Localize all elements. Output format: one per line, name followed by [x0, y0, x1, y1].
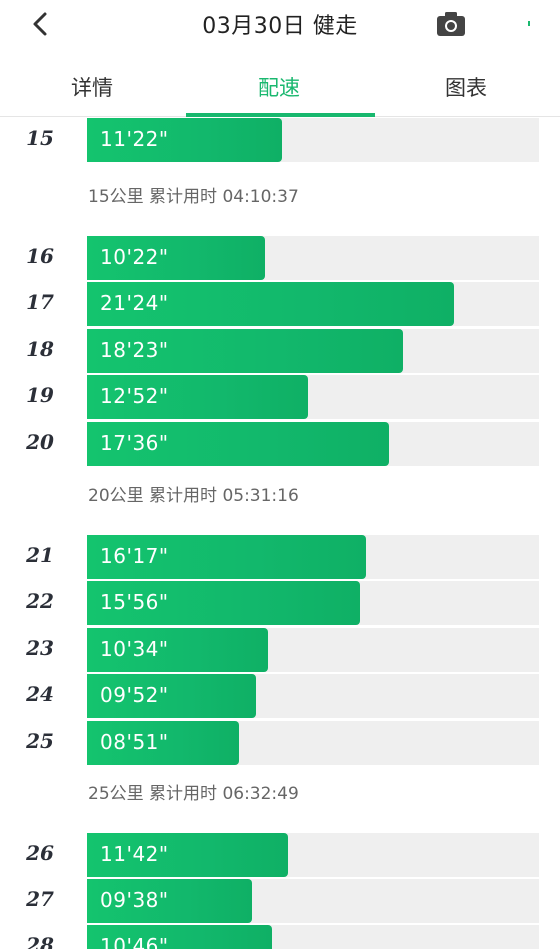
- pace-bar: 17'36": [87, 422, 389, 466]
- pace-bar: 08'51": [87, 721, 239, 765]
- pace-bar: 10'34": [87, 628, 268, 672]
- pace-list[interactable]: 15 11'22" 16 10'22" 17 21'24" 18 18'23" 19 12'52"…: [0, 118, 560, 949]
- km-label: 27: [26, 887, 54, 911]
- status-dot-icon: [528, 21, 530, 26]
- pace-bar: 10'46": [87, 925, 272, 949]
- pace-row: 27 09'38": [0, 879, 560, 923]
- pace-value: 10'46": [100, 934, 169, 949]
- km-label: 24: [26, 682, 54, 706]
- pace-track: 16'17": [87, 535, 539, 579]
- pace-track: 10'34": [87, 628, 539, 672]
- pace-value: 10'22": [100, 245, 169, 269]
- pace-track: 10'46": [87, 925, 539, 949]
- pace-value: 10'34": [100, 637, 169, 661]
- pace-track: 21'24": [87, 282, 539, 326]
- split-summary-25: 25公里 累计用时 06:32:49: [88, 784, 299, 804]
- pace-track: 11'22": [87, 118, 539, 162]
- pace-bar: 15'56": [87, 581, 360, 625]
- top-bar: 03月30日 健走: [0, 0, 560, 56]
- pace-bar: 16'17": [87, 535, 366, 579]
- pace-row: 16 10'22": [0, 236, 560, 280]
- pace-bar: 18'23": [87, 329, 403, 373]
- km-label: 19: [26, 383, 54, 407]
- pace-value: 16'17": [100, 544, 169, 568]
- pace-row: 22 15'56": [0, 581, 560, 625]
- pace-row: 26 11'42": [0, 833, 560, 877]
- pace-value: 15'56": [100, 590, 169, 614]
- pace-value: 18'23": [100, 338, 169, 362]
- pace-value: 11'42": [100, 842, 169, 866]
- tab-pace[interactable]: 配速: [258, 76, 300, 100]
- pace-bar: 21'24": [87, 282, 454, 326]
- tab-bar: 详情 配速 图表: [0, 62, 560, 117]
- km-label: 26: [26, 841, 54, 865]
- pace-row: 25 08'51": [0, 721, 560, 765]
- pace-bar: 10'22": [87, 236, 265, 280]
- pace-row: 28 10'46": [0, 925, 560, 949]
- pace-bar: 09'38": [87, 879, 252, 923]
- camera-icon[interactable]: [436, 10, 466, 38]
- pace-track: 18'23": [87, 329, 539, 373]
- tab-charts[interactable]: 图表: [445, 76, 487, 100]
- km-label: 25: [26, 729, 54, 753]
- pace-track: 15'56": [87, 581, 539, 625]
- km-label: 16: [26, 244, 54, 268]
- pace-track: 12'52": [87, 375, 539, 419]
- pace-bar: 11'42": [87, 833, 288, 877]
- tab-details[interactable]: 详情: [71, 76, 113, 100]
- pace-track: 09'38": [87, 879, 539, 923]
- split-summary-20: 20公里 累计用时 05:31:16: [88, 486, 299, 506]
- pace-track: 09'52": [87, 674, 539, 718]
- km-label: 23: [26, 636, 54, 660]
- pace-value: 21'24": [100, 291, 169, 315]
- pace-value: 12'52": [100, 384, 169, 408]
- pace-row: 20 17'36": [0, 422, 560, 466]
- km-label: 17: [26, 290, 54, 314]
- pace-track: 10'22": [87, 236, 539, 280]
- pace-row: 17 21'24": [0, 282, 560, 326]
- km-label: 15: [26, 126, 54, 150]
- pace-row: 24 09'52": [0, 674, 560, 718]
- page-title: 03月30日 健走: [202, 14, 358, 39]
- pace-track: 08'51": [87, 721, 539, 765]
- pace-row: 21 16'17": [0, 535, 560, 579]
- pace-bar: 12'52": [87, 375, 308, 419]
- pace-value: 17'36": [100, 431, 169, 455]
- chevron-left-icon[interactable]: [26, 10, 56, 40]
- pace-track: 11'42": [87, 833, 539, 877]
- pace-row: 15 11'22": [0, 118, 560, 162]
- pace-value: 09'38": [100, 888, 169, 912]
- km-label: 22: [26, 589, 54, 613]
- active-tab-indicator: [186, 113, 375, 117]
- split-summary-15: 15公里 累计用时 04:10:37: [88, 187, 299, 207]
- km-label: 20: [26, 430, 54, 454]
- pace-value: 11'22": [100, 127, 169, 151]
- pace-bar: 11'22": [87, 118, 282, 162]
- km-label: 28: [26, 933, 54, 949]
- pace-bar: 09'52": [87, 674, 256, 718]
- pace-row: 19 12'52": [0, 375, 560, 419]
- pace-row: 18 18'23": [0, 329, 560, 373]
- pace-value: 08'51": [100, 730, 169, 754]
- km-label: 18: [26, 337, 54, 361]
- pace-row: 23 10'34": [0, 628, 560, 672]
- km-label: 21: [26, 543, 54, 567]
- pace-value: 09'52": [100, 683, 169, 707]
- pace-track: 17'36": [87, 422, 539, 466]
